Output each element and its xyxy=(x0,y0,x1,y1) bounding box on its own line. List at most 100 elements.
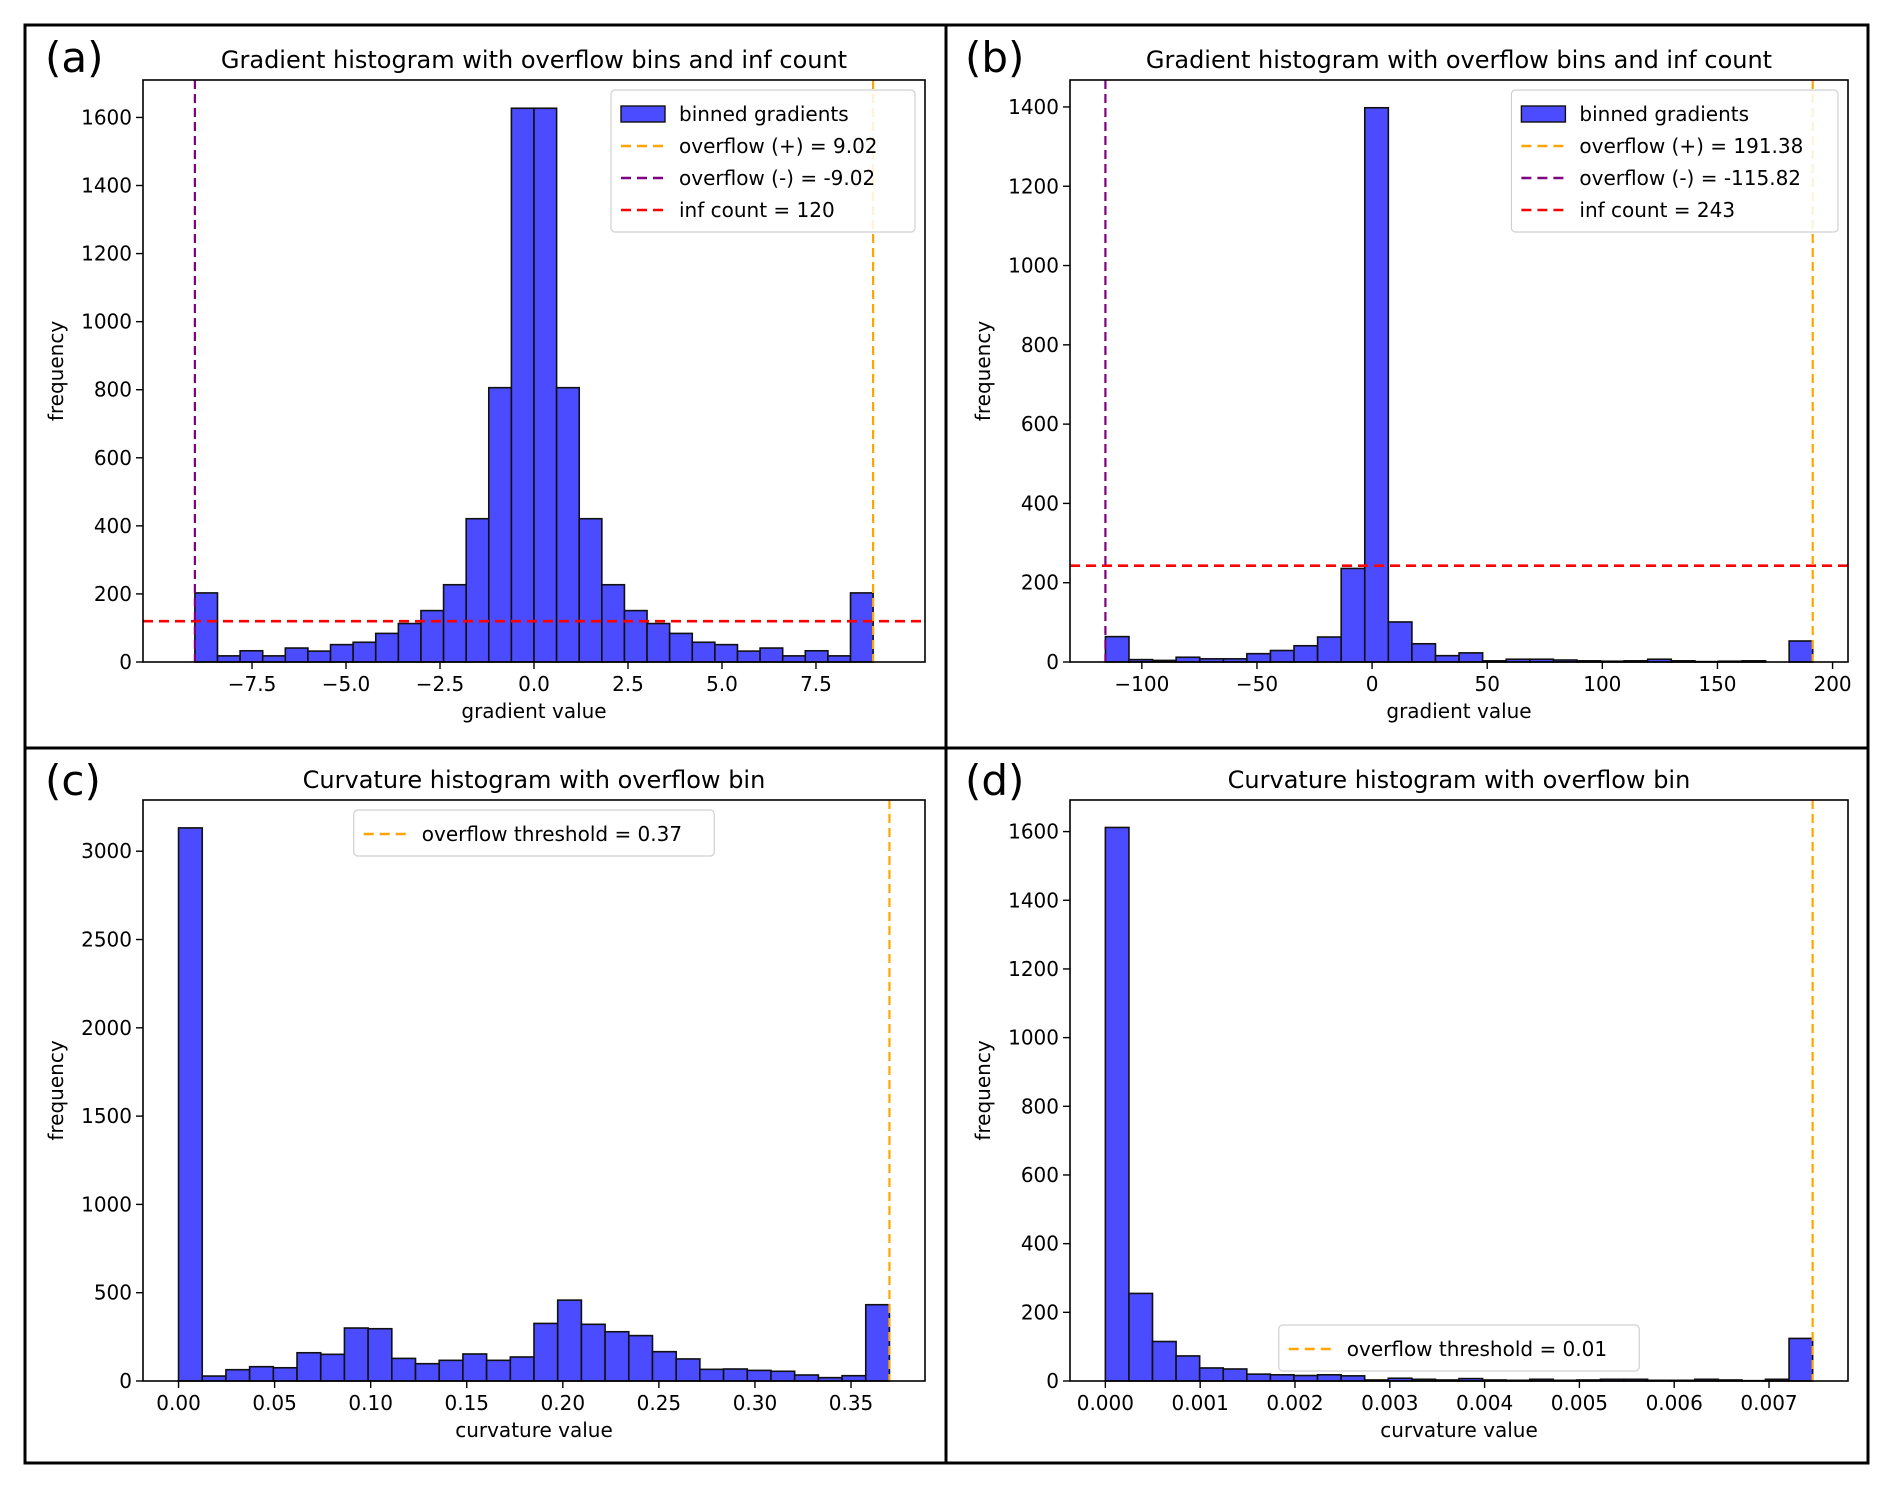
chart-panel-b: (b) Gradient histogram with overflow bins… xyxy=(965,33,1852,723)
y-tick-label: 3000 xyxy=(81,839,132,863)
y-tick-label: 1500 xyxy=(81,1104,132,1128)
histogram-bar xyxy=(759,647,784,663)
panel-label: (b) xyxy=(965,33,1024,82)
legend-entry-label: overflow (-) = -9.02 xyxy=(679,166,875,190)
x-tick-label: 0.003 xyxy=(1361,1391,1418,1415)
chart-panel-c: (c) Curvature histogram with overflow bin… xyxy=(44,756,926,1442)
histogram-bar xyxy=(307,650,332,663)
histogram-bar xyxy=(533,107,558,663)
x-tick-label: 0.00 xyxy=(156,1391,201,1415)
x-tick-label: 0.30 xyxy=(733,1391,778,1415)
x-tick-label: 0.005 xyxy=(1551,1391,1608,1415)
histogram-bar xyxy=(462,1353,488,1382)
histogram-bar xyxy=(1175,1355,1201,1382)
y-tick-label: 200 xyxy=(94,582,132,606)
y-tick-label: 1000 xyxy=(81,1192,132,1216)
histogram-bar xyxy=(1104,635,1130,663)
histogram-bar xyxy=(1411,642,1437,663)
histogram-bar xyxy=(1458,652,1484,663)
histogram-bar xyxy=(1128,1292,1154,1382)
histogram-bar xyxy=(699,1368,725,1382)
legend-box xyxy=(1278,1324,1640,1372)
histogram-bar xyxy=(272,1366,298,1382)
chart-panel-a: (a) Gradient histogram with overflow bins… xyxy=(44,33,926,723)
histogram-bar xyxy=(827,655,852,663)
x-tick-label: 0.10 xyxy=(348,1391,393,1415)
legend-entry-label: overflow (+) = 191.38 xyxy=(1579,134,1803,158)
histogram-bar xyxy=(1293,644,1319,663)
histogram-bar xyxy=(714,643,739,663)
histogram-bar xyxy=(438,1359,464,1382)
histogram-bar xyxy=(367,1327,393,1382)
y-tick-label: 1000 xyxy=(1008,1026,1059,1050)
histogram-bar xyxy=(627,1334,654,1382)
panel-label: (c) xyxy=(45,756,101,805)
y-tick-label: 2000 xyxy=(81,1016,132,1040)
y-tick-label: 1400 xyxy=(1008,95,1059,119)
x-tick-label: 0.004 xyxy=(1456,1391,1513,1415)
histogram-bar xyxy=(442,583,467,663)
histogram-bar xyxy=(864,1303,891,1382)
histogram-bar xyxy=(391,1357,417,1382)
histogram-bar xyxy=(1293,1374,1319,1382)
histogram-bar xyxy=(1316,636,1342,663)
histogram-bar xyxy=(352,641,377,663)
histogram-bar xyxy=(420,609,445,663)
y-tick-label: 400 xyxy=(1021,491,1059,515)
legend: overflow threshold = 0.37 xyxy=(353,809,715,857)
legend-entry-label: overflow threshold = 0.01 xyxy=(1347,1337,1607,1361)
histogram-bar xyxy=(374,632,400,663)
y-tick-label: 0 xyxy=(119,650,132,674)
y-tick-label: 1200 xyxy=(1008,174,1059,198)
histogram-bar xyxy=(736,650,761,663)
y-tick-label: 600 xyxy=(94,446,132,470)
histogram-bar xyxy=(509,1356,535,1382)
histogram-bar xyxy=(651,1350,677,1382)
chart-title: Curvature histogram with overflow bin xyxy=(303,766,766,794)
x-tick-label: 0.001 xyxy=(1172,1391,1229,1415)
legend: overflow threshold = 0.01 xyxy=(1278,1324,1640,1372)
x-tick-label: −5.0 xyxy=(322,672,371,696)
histogram-bar xyxy=(216,655,241,663)
x-tick-label: 0.006 xyxy=(1646,1391,1703,1415)
x-tick-label: 50 xyxy=(1474,672,1499,696)
panel-label: (d) xyxy=(965,756,1024,805)
legend: binned gradients overflow (+) = 9.02 overf… xyxy=(610,89,916,233)
histogram-bar xyxy=(1316,1374,1342,1382)
histogram-bar xyxy=(722,1368,749,1382)
histogram-bar xyxy=(804,649,829,663)
histogram-bar xyxy=(1222,1368,1248,1382)
chart-title: Gradient histogram with overflow bins an… xyxy=(1146,46,1772,74)
histogram-bar xyxy=(691,641,716,663)
histogram-bar xyxy=(601,583,626,663)
histogram-bar xyxy=(1340,567,1366,663)
y-tick-label: 800 xyxy=(94,378,132,402)
histogram-bar xyxy=(1788,1337,1814,1382)
histogram-bar xyxy=(329,643,354,663)
legend-entry-label: overflow threshold = 0.37 xyxy=(422,822,682,846)
x-tick-label: −100 xyxy=(1114,672,1169,696)
y-tick-label: 0 xyxy=(1046,1369,1059,1393)
y-tick-label: 2500 xyxy=(81,928,132,952)
x-tick-label: 0.25 xyxy=(637,1391,682,1415)
x-tick-label: 0.002 xyxy=(1266,1391,1323,1415)
histogram-bar xyxy=(284,647,309,663)
x-tick-label: 0.007 xyxy=(1740,1391,1797,1415)
y-tick-label: 800 xyxy=(1021,333,1059,357)
histogram-bar xyxy=(781,655,807,663)
histogram-bar xyxy=(225,1368,251,1382)
histogram-bar xyxy=(580,1323,606,1382)
x-tick-label: 100 xyxy=(1583,672,1621,696)
chart-panel-d: (d) Curvature histogram with overflow bin… xyxy=(965,756,1849,1442)
y-axis-label: frequency xyxy=(971,1040,995,1140)
y-tick-label: 200 xyxy=(1021,571,1059,595)
histogram-bar xyxy=(604,1330,630,1382)
y-tick-label: 1400 xyxy=(81,174,132,198)
histogram-bar xyxy=(556,1299,583,1382)
y-tick-label: 800 xyxy=(1021,1094,1059,1118)
histogram-bar xyxy=(1104,826,1130,1382)
histogram-bar xyxy=(319,1353,346,1382)
histogram-bar xyxy=(849,592,874,663)
x-tick-label: −7.5 xyxy=(228,672,277,696)
x-tick-label: 0.000 xyxy=(1077,1391,1134,1415)
